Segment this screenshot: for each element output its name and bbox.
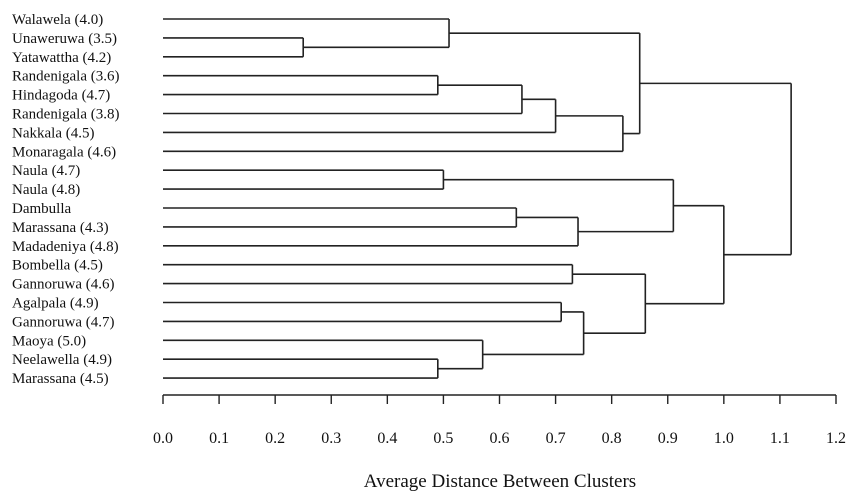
leaf-labels: Walawela (4.0) Unaweruwa (3.5) Yatawattha …	[12, 12, 119, 387]
dendrogram-links	[163, 18, 792, 379]
leaf-label: Yatawattha (4.2)	[12, 50, 111, 66]
leaf-label: Gannoruwa (4.6)	[12, 277, 114, 293]
leaf-label: Hindagoda (4.7)	[12, 88, 110, 104]
leaf-label: Dambulla	[12, 201, 71, 217]
x-tick-label: 0.2	[265, 430, 285, 447]
x-tick-label: 0.4	[377, 430, 397, 447]
x-tick-label: 0.1	[209, 430, 229, 447]
leaf-label: Nakkala (4.5)	[12, 125, 94, 141]
leaf-label: Maoya (5.0)	[12, 333, 86, 349]
x-tick-label: 0.9	[658, 430, 678, 447]
x-tick-label: 0.3	[321, 430, 341, 447]
leaf-label: Naula (4.8)	[12, 182, 80, 198]
leaf-label: Walawela (4.0)	[12, 12, 103, 28]
x-tick-label: 0.6	[490, 430, 510, 447]
leaf-label: Bombella (4.5)	[12, 258, 103, 274]
leaf-label: Randenigala (3.6)	[12, 69, 119, 85]
x-axis-title: Average Distance Between Clusters	[364, 471, 636, 492]
x-tick-label: 0.8	[602, 430, 622, 447]
leaf-label: Agalpala (4.9)	[12, 296, 99, 312]
x-tick-label: 0.7	[546, 430, 566, 447]
x-axis: 0.0 0.1 0.2 0.3 0.4 0.5 0.6 0.7 0.8 0.9 1.0 1.1 1.2	[153, 394, 846, 447]
leaf-label: Unaweruwa (3.5)	[12, 31, 117, 47]
leaf-label: Neelawella (4.9)	[12, 352, 112, 368]
leaf-label: Naula (4.7)	[12, 163, 80, 179]
x-tick-label: 1.1	[770, 430, 790, 447]
leaf-label: Monaragala (4.6)	[12, 144, 116, 160]
leaf-label: Marassana (4.3)	[12, 220, 109, 236]
leaf-label: Gannoruwa (4.7)	[12, 314, 114, 330]
x-tick-label: 0.0	[153, 430, 173, 447]
leaf-label: Randenigala (3.8)	[12, 107, 119, 123]
leaf-label: Madadeniya (4.8)	[12, 239, 119, 255]
x-axis-ticks: 0.0 0.1 0.2 0.3 0.4 0.5 0.6 0.7 0.8 0.9 1.0 1.1 1.2	[153, 395, 846, 447]
x-tick-label: 1.2	[826, 430, 846, 447]
x-tick-label: 0.5	[433, 430, 453, 447]
leaf-label: Marassana (4.5)	[12, 371, 109, 387]
x-tick-label: 1.0	[714, 430, 734, 447]
